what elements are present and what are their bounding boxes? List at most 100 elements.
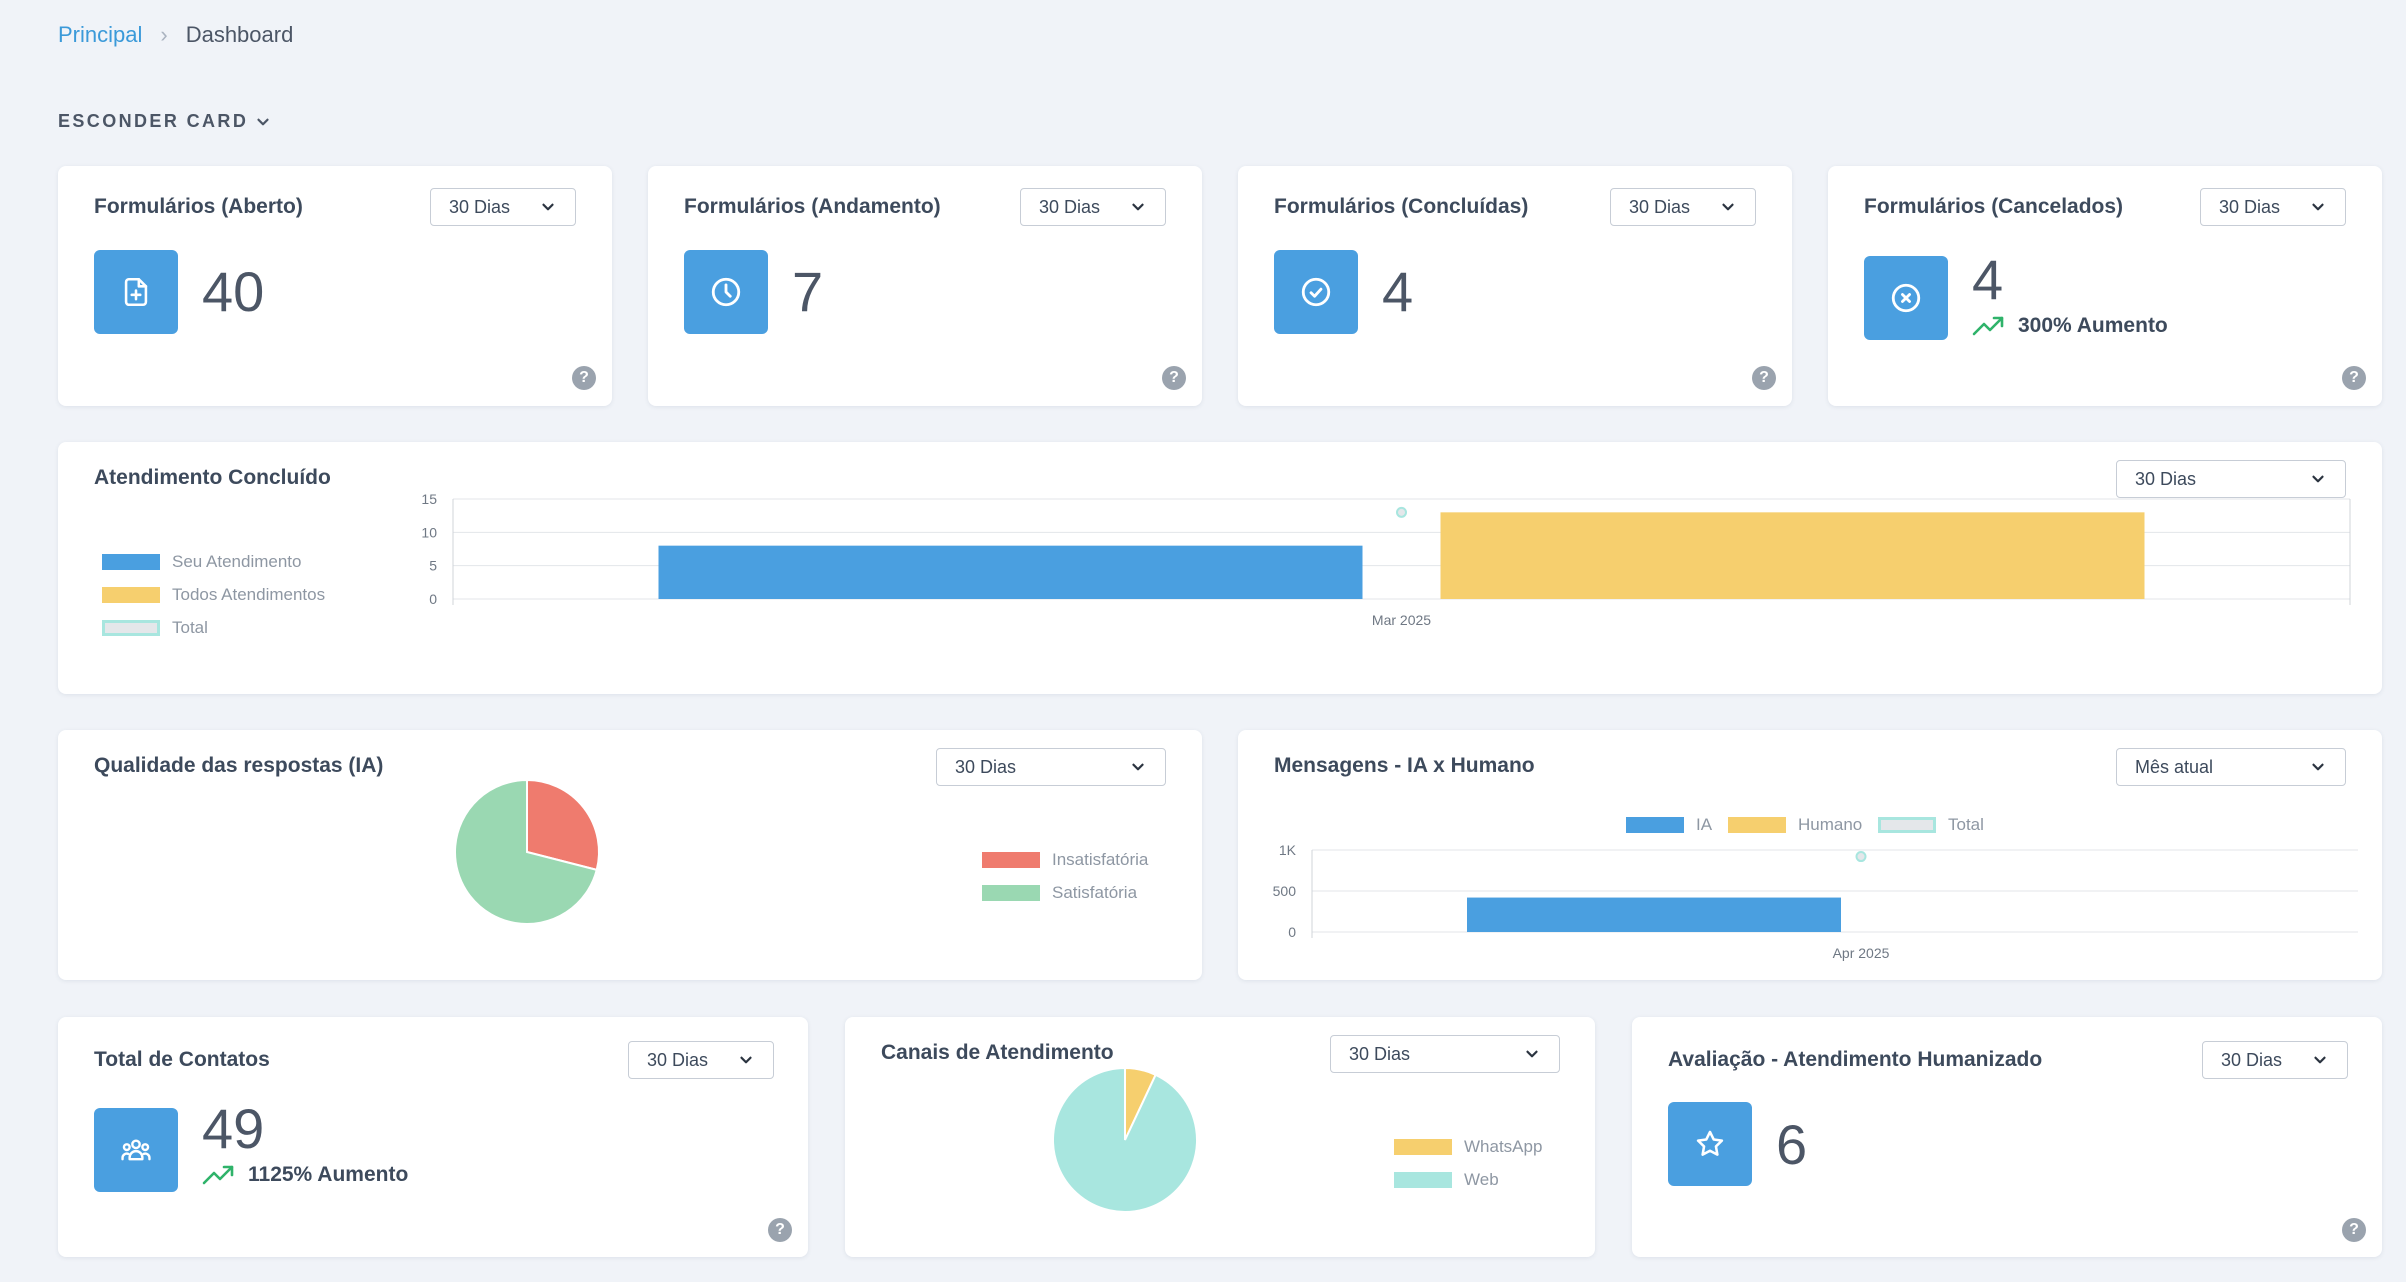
canais-card: Canais de Atendimento 30 Dias WhatsApp W… — [845, 1017, 1595, 1257]
stat-value: 4 — [1382, 260, 1414, 323]
y-tick-label: 1K — [1279, 842, 1297, 858]
legend-swatch — [102, 554, 160, 570]
card-title: Canais de Atendimento — [881, 1041, 1114, 1064]
card-title: Formulários (Concluídas) — [1274, 195, 1529, 218]
point-total — [1396, 506, 1407, 518]
bar-seu-atendimento — [658, 545, 1363, 599]
legend-item-humano[interactable]: Humano — [1728, 815, 1862, 835]
legend-label: Total — [1948, 815, 1984, 834]
period-select[interactable]: 30 Dias — [628, 1041, 774, 1079]
period-select[interactable]: 30 Dias — [2200, 188, 2346, 226]
period-select[interactable]: Mês atual — [2116, 748, 2346, 786]
help-icon[interactable]: ? — [1752, 366, 1776, 390]
stat-card-cancelados: Formulários (Cancelados) 30 Dias 4 300% … — [1828, 166, 2382, 406]
legend-label: Total — [172, 618, 208, 637]
legend-label: Todos Atendimentos — [172, 585, 326, 604]
legend-label: IA — [1696, 815, 1713, 834]
breadcrumb: Principal › Dashboard — [58, 22, 293, 48]
mensagens-card: Mensagens - IA x Humano Mês atual IA Hum… — [1238, 730, 2382, 980]
legend-label: Web — [1464, 1170, 1499, 1189]
check-circle-icon — [1274, 250, 1358, 334]
y-tick-label: 0 — [429, 591, 437, 607]
period-select[interactable]: 30 Dias — [1330, 1035, 1560, 1073]
legend-swatch — [1878, 817, 1936, 833]
period-select[interactable]: 30 Dias — [1020, 188, 1166, 226]
card-title: Mensagens - IA x Humano — [1274, 754, 1535, 777]
period-select-value: 30 Dias — [1349, 1043, 1411, 1064]
card-title: Formulários (Cancelados) — [1864, 195, 2124, 218]
legend-item-satisfatoria[interactable]: Satisfatória — [982, 883, 1137, 903]
help-icon[interactable]: ? — [2342, 366, 2366, 390]
trend-indicator: 1125% Aumento — [202, 1163, 408, 1187]
period-select-value: 30 Dias — [955, 756, 1017, 777]
chevron-down-icon — [2312, 763, 2324, 771]
chevron-down-icon — [740, 1056, 752, 1064]
legend-swatch — [1394, 1139, 1452, 1155]
legend-item-insatisfatoria[interactable]: Insatisfatória — [982, 850, 1148, 870]
chevron-down-icon — [542, 203, 554, 211]
chevron-down-icon — [257, 118, 269, 125]
legend-swatch — [982, 852, 1040, 868]
file-plus-icon — [94, 250, 178, 334]
card-title: Avaliação - Atendimento Humanizado — [1668, 1048, 2043, 1071]
help-icon[interactable]: ? — [768, 1218, 792, 1242]
legend-swatch — [1626, 817, 1684, 833]
legend-swatch — [1394, 1172, 1452, 1188]
x-tick-label: Apr 2025 — [1833, 945, 1890, 961]
legend-item-total[interactable]: Total — [102, 618, 208, 638]
stat-card-andamento: Formulários (Andamento) 30 Dias 7 ? — [648, 166, 1202, 406]
legend-swatch — [982, 885, 1040, 901]
users-icon — [94, 1108, 178, 1192]
card-title: Qualidade das respostas (IA) — [94, 754, 384, 777]
point-total — [1855, 851, 1867, 863]
period-select[interactable]: 30 Dias — [2202, 1041, 2348, 1079]
help-icon[interactable]: ? — [572, 366, 596, 390]
x-tick-label: Mar 2025 — [1372, 612, 1431, 628]
legend-item-total[interactable]: Total — [1878, 815, 1984, 835]
period-select[interactable]: 30 Dias — [936, 748, 1166, 786]
stat-value: 6 — [1776, 1113, 1808, 1176]
chevron-down-icon — [2312, 203, 2324, 211]
legend-label: WhatsApp — [1464, 1137, 1543, 1156]
stat-value: 40 — [202, 260, 265, 323]
card-title: Formulários (Aberto) — [94, 195, 303, 218]
stat-value: 4 — [1972, 248, 2004, 311]
legend-swatch — [102, 620, 160, 636]
legend-item-seu-atendimento[interactable]: Seu Atendimento — [102, 552, 301, 572]
stat-value: 49 — [202, 1097, 265, 1160]
clock-icon — [684, 250, 768, 334]
legend-label: Insatisfatória — [1052, 850, 1149, 869]
pie-slice-insatisfatória — [526, 778, 600, 872]
qualidade-pie-chart — [454, 778, 600, 925]
period-select[interactable]: 30 Dias — [2116, 460, 2346, 498]
bar-todos-atendimentos — [1440, 512, 2145, 599]
legend-item-whatsapp[interactable]: WhatsApp — [1394, 1137, 1542, 1157]
pie-slice-web — [1052, 1066, 1198, 1213]
stat-card-concluidas: Formulários (Concluídas) 30 Dias 4 ? — [1238, 166, 1792, 406]
legend-label: Humano — [1798, 815, 1863, 834]
atendimento-bar-chart: 0 5 10 15 Mar 2025 — [421, 491, 2351, 628]
chevron-down-icon — [2312, 475, 2324, 483]
period-select[interactable]: 30 Dias — [430, 188, 576, 226]
trending-up-icon — [1972, 316, 2004, 336]
x-circle-icon — [1864, 256, 1948, 340]
period-select-value: 30 Dias — [2221, 1049, 2283, 1070]
star-icon — [1668, 1102, 1752, 1186]
breadcrumb-current: Dashboard — [185, 22, 294, 47]
help-icon[interactable]: ? — [2342, 1218, 2366, 1242]
card-title: Formulários (Andamento) — [684, 195, 941, 218]
y-tick-label: 500 — [1273, 883, 1297, 899]
period-select[interactable]: 30 Dias — [1610, 188, 1756, 226]
period-select-value: Mês atual — [2135, 756, 2214, 777]
hide-card-toggle[interactable]: ESCONDER CARD — [58, 111, 272, 132]
pie-slice-satisfatória — [454, 778, 598, 925]
chevron-down-icon — [2314, 1056, 2326, 1064]
chevron-down-icon — [1722, 203, 1734, 211]
legend-item-web[interactable]: Web — [1394, 1170, 1499, 1190]
period-select-value: 30 Dias — [449, 196, 511, 217]
trend-text: 1125% Aumento — [248, 1163, 409, 1186]
legend-item-ia[interactable]: IA — [1626, 815, 1712, 835]
legend-item-todos-atendimentos[interactable]: Todos Atendimentos — [102, 585, 325, 605]
breadcrumb-home-link[interactable]: Principal — [58, 22, 143, 47]
help-icon[interactable]: ? — [1162, 366, 1186, 390]
